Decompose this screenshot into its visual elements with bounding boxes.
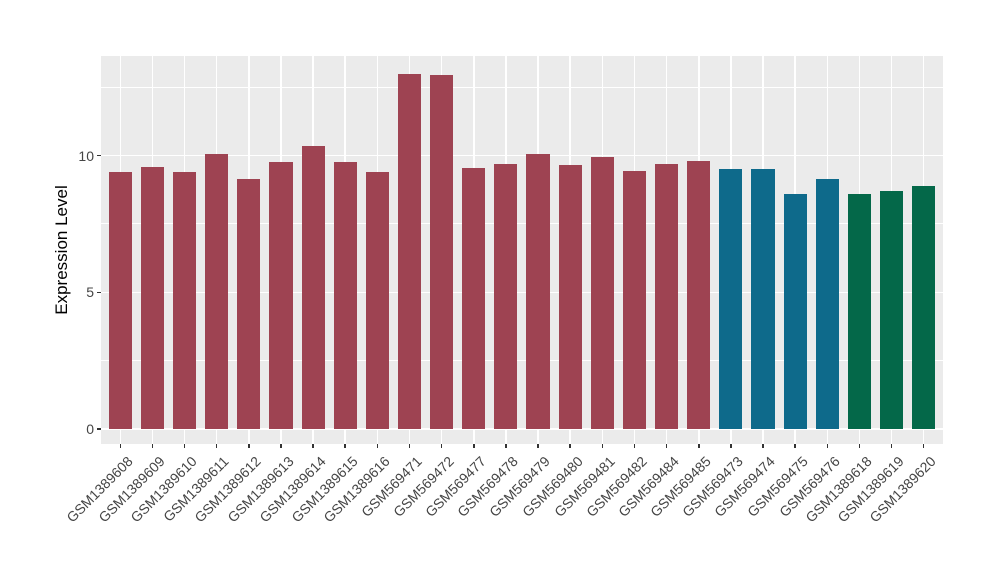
y-tick-label: 5 (86, 284, 94, 301)
bar-GSM1389618 (847, 193, 871, 429)
x-tick-mark (344, 444, 346, 448)
x-tick-mark (215, 444, 218, 448)
x-tick-mark (119, 444, 122, 448)
x-tick-mark (376, 444, 379, 448)
major-gridline (101, 291, 943, 294)
x-tick-mark (280, 444, 282, 448)
x-tick-mark (537, 444, 539, 448)
bar-GSM569473 (719, 169, 743, 429)
bar-GSM1389620 (912, 185, 936, 429)
x-tick-mark (922, 444, 925, 448)
bar-GSM1389611 (205, 154, 229, 429)
bar-GSM1389615 (333, 162, 357, 429)
bar-GSM1389609 (140, 166, 164, 429)
x-axis: GSM1389608 GSM1389609 GSM1389610 GSM1389611… (63, 444, 943, 580)
x-tick-mark (248, 444, 250, 448)
bar-GSM1389608 (108, 172, 132, 429)
bar-GSM1389613 (269, 162, 293, 429)
bar-GSM569475 (783, 193, 807, 429)
y-axis-title: Expression Level (52, 185, 71, 315)
x-tick-mark (730, 444, 732, 448)
x-tick-mark (312, 444, 314, 448)
x-tick-mark (698, 444, 700, 448)
minor-gridline (101, 86, 943, 88)
y-tick-mark (97, 428, 101, 430)
bar-GSM1389616 (365, 172, 389, 429)
x-tick-mark (601, 444, 604, 448)
bar-GSM569476 (815, 178, 839, 429)
x-tick-mark (151, 444, 154, 448)
bar-GSM569480 (558, 165, 582, 429)
x-tick-mark (794, 444, 796, 448)
x-tick-mark (408, 444, 411, 448)
minor-gridline (101, 360, 943, 362)
bar-GSM569481 (590, 156, 614, 429)
x-tick-mark (762, 444, 764, 448)
x-tick-mark (858, 444, 861, 448)
bar-GSM569484 (655, 163, 679, 429)
x-tick-mark (505, 444, 507, 448)
bar-GSM569482 (622, 170, 647, 429)
x-tick-mark (826, 444, 829, 448)
y-tick-label: 10 (78, 147, 94, 164)
bar-GSM1389619 (880, 191, 904, 429)
bar-GSM1389614 (301, 146, 325, 429)
bar-GSM569485 (687, 161, 711, 429)
x-tick-mark (633, 444, 636, 448)
minor-gridline (101, 223, 943, 225)
x-tick-mark (473, 444, 475, 448)
plot-panel (101, 56, 943, 444)
bar-GSM1389612 (237, 178, 261, 429)
bar-GSM569477 (462, 167, 486, 429)
y-tick-mark (97, 291, 101, 294)
y-tick-mark (97, 154, 101, 157)
x-tick-mark (440, 444, 443, 448)
x-tick-mark (183, 444, 186, 448)
bar-GSM569471 (397, 73, 422, 429)
bar-GSM569474 (751, 169, 775, 429)
major-gridline (101, 154, 943, 157)
bar-GSM569472 (430, 74, 454, 429)
bar-GSM569478 (494, 163, 518, 429)
x-tick-mark (569, 444, 571, 448)
y-axis: 0 5 10 (0, 56, 101, 444)
x-tick-mark (665, 444, 668, 448)
bar-GSM1389610 (172, 172, 197, 429)
x-tick-mark (890, 444, 893, 448)
y-tick-label: 0 (86, 421, 94, 437)
bar-GSM569479 (526, 154, 550, 429)
major-gridline (101, 428, 943, 430)
